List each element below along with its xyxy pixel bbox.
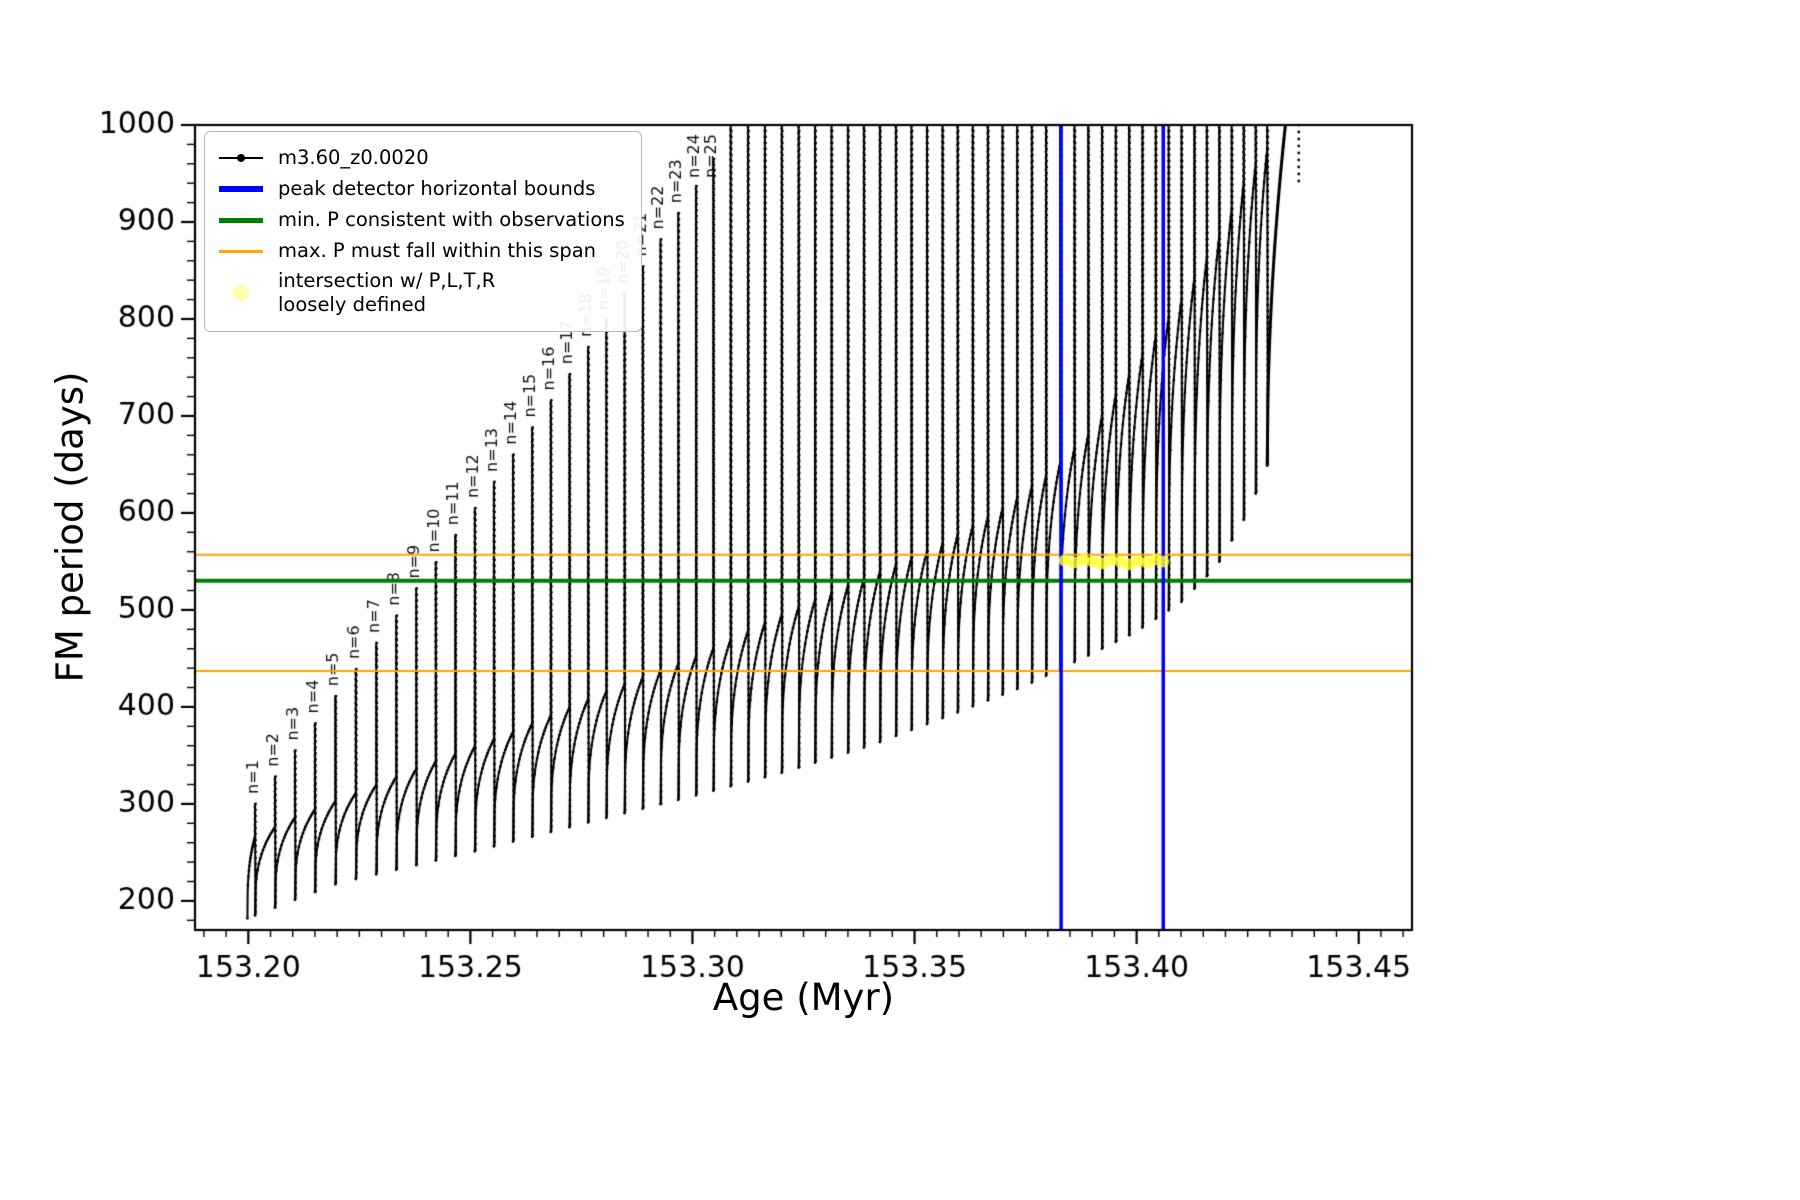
- legend-label: max. P must fall within this span: [278, 238, 597, 262]
- legend-label: min. P consistent with observations: [278, 207, 625, 231]
- legend-swatch-2: [219, 217, 263, 223]
- blue-line-icon: [217, 176, 265, 202]
- legend-entry-intersection: intersection w/ P,L,T,R loosely defined: [217, 269, 625, 318]
- y-axis-title: FM period (days): [48, 371, 92, 683]
- legend-label: intersection w/ P,L,T,R loosely defined: [278, 269, 496, 317]
- legend-swatch-0: [219, 154, 263, 162]
- series-line-icon: [217, 145, 265, 171]
- x-axis-title: Age (Myr): [712, 976, 895, 1019]
- orange-line-icon: [217, 238, 265, 264]
- legend-entry-min-p: min. P consistent with observations: [217, 207, 625, 233]
- legend: m3.60_z0.0020 peak detector horizontal b…: [204, 131, 642, 332]
- legend-swatch-3: [219, 249, 263, 253]
- legend-label: m3.60_z0.0020: [278, 145, 429, 169]
- legend-entry-max-p: max. P must fall within this span: [217, 238, 625, 264]
- green-line-icon: [217, 207, 265, 233]
- series-marker-dot: [237, 154, 245, 162]
- legend-entry-peak-bounds: peak detector horizontal bounds: [217, 176, 625, 202]
- legend-swatch-4: [233, 285, 249, 302]
- legend-entry-series: m3.60_z0.0020: [217, 145, 625, 171]
- legend-swatch-1: [219, 186, 263, 192]
- yellow-dot-icon: [217, 280, 265, 306]
- legend-label: peak detector horizontal bounds: [278, 176, 596, 200]
